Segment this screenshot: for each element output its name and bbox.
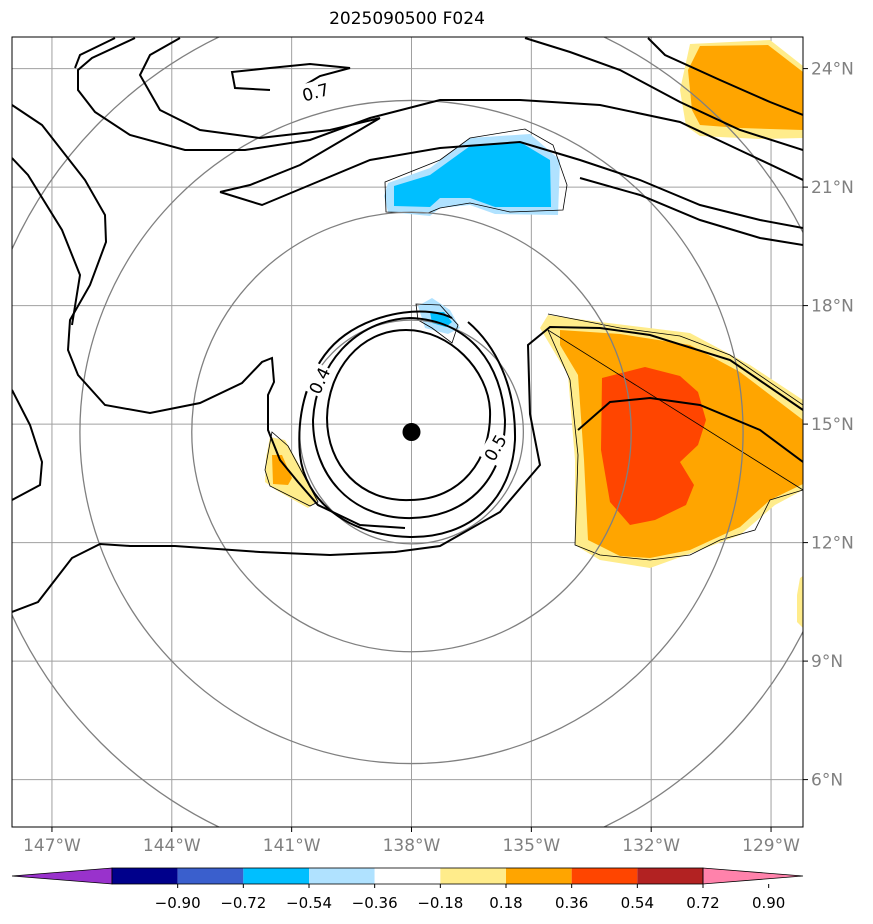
contour-line-north-2 [77,37,803,181]
contour-lines [12,37,803,613]
contour-label-bg [298,77,333,107]
contour-line-western-edge [12,389,44,501]
colorbar-tick-label: −0.36 [352,894,398,912]
colorbar-segment [177,868,244,884]
colorbar: −0.90 −0.72 −0.54 −0.36 −0.18 0.18 0.36 0.54 0.7… [11,867,804,912]
contour-labels: 0.70.40.5 [298,77,513,467]
colorbar-extend-high [702,867,804,885]
anomaly-blob-west-outline [264,431,319,507]
x-tick-label: 147°W [23,836,81,856]
colorbar-tick-label: 0.36 [555,894,588,912]
contour-line-north-1 [74,37,116,69]
y-tick-label: 15°N [811,415,854,435]
axis-ticks: 147°W 144°W 141°W 138°W 135°W 132°W 129°W 24°N 2… [23,60,854,856]
colorbar-tick-label: −0.72 [220,894,266,912]
contour-line-spiral-tail [12,325,803,613]
anomaly-blob-edge [797,576,803,628]
contour-line-0-7-loop [230,62,351,91]
colorbar-tick-label: −0.54 [286,894,332,912]
colorbar-tick-label: 0.54 [621,894,654,912]
colorbar-tick-label: 0.90 [752,894,785,912]
y-tick-label: 21°N [811,178,854,198]
range-ring [79,99,744,765]
colorbar-extend-low [11,867,113,885]
contour-line-north-5 [579,177,803,246]
y-tick-label: 12°N [811,534,854,554]
map-frame [11,36,804,828]
shaded-fields [264,40,803,628]
colorbar-frame [111,867,704,885]
x-tick-label: 132°W [622,836,680,856]
colorbar-segment [243,868,309,884]
anomaly-blob-north-inner [394,142,551,207]
storm-center-marker [402,423,421,441]
x-tick-label: 138°W [383,836,441,856]
x-tick-label: 141°W [263,836,321,856]
colorbar-segment [374,868,441,884]
y-tick-label: 24°N [811,60,854,80]
anomaly-blob-east-outline [547,313,803,561]
x-tick-label: 129°W [742,836,800,856]
colorbar-tick-label: 0.72 [686,894,719,912]
colorbar-segment [309,868,375,884]
y-tick-label: 9°N [811,652,843,672]
colorbar-tick-label: −0.18 [417,894,463,912]
colorbar-segment [571,868,638,884]
contour-line-inner-ring [325,329,492,502]
contour-line-west-loop [12,104,406,529]
colorbar-segment [506,868,572,884]
contour-label-bg [478,429,513,467]
y-tick-label: 18°N [811,297,854,317]
x-tick-label: 144°W [143,836,201,856]
colorbar-segment [440,868,506,884]
colorbar-tick-label: 0.18 [489,894,522,912]
contour-line-spiral [298,310,517,539]
colorbar-tick-label: −0.90 [155,894,201,912]
anomaly-blob-ne-inner [688,45,803,130]
x-tick-label: 135°W [502,836,560,856]
contour-line-top-right-1 [524,37,803,151]
contour-label-bg [303,362,336,399]
map-title: 2025090500 F024 [329,9,485,29]
anomaly-blob-east-core [601,367,706,525]
contour-line-north-4 [219,140,803,229]
contour-line-north-3 [138,37,381,193]
anomaly-blob-west-inner [272,455,292,485]
y-tick-label: 6°N [811,771,843,791]
contour-line-east [577,396,803,463]
contour-line-far-west [12,157,82,326]
contour-line-top-right-2 [647,37,803,116]
colorbar-segment [112,868,178,884]
colorbar-segment [637,868,703,884]
range-ring [191,211,632,653]
